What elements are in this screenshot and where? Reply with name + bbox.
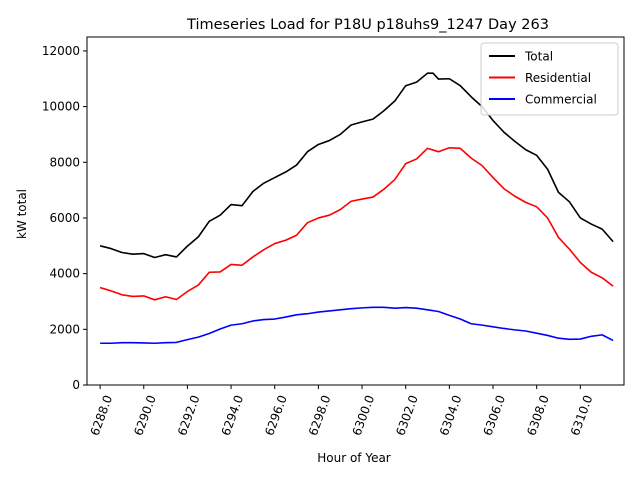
plot-frame [86, 36, 625, 386]
series-line-total [99, 72, 614, 259]
y-tick-label: 8000 [49, 155, 80, 169]
y-tick-label: 2000 [49, 322, 80, 336]
series-layer [99, 72, 614, 345]
chart-title: Timeseries Load for P18U p18uhs9_1247 Da… [186, 17, 549, 33]
y-tick-label: 0 [72, 378, 80, 392]
legend-label-residential: Residential [525, 71, 591, 85]
y-tick-label: 12000 [42, 44, 80, 58]
y-axis: 0 2000 4000 6000 8000 10000 12000 [42, 44, 87, 392]
series-line-commercial [100, 306, 614, 345]
legend: Total Residential Commercial [480, 42, 619, 116]
y-tick-label: 10000 [42, 100, 80, 114]
y-axis-label: kW total [15, 189, 29, 239]
y-tick-label: 4000 [49, 267, 80, 281]
legend-box [480, 42, 619, 116]
x-axis-label: Hour of Year [317, 451, 391, 465]
series-line-residential [99, 147, 614, 301]
legend-label-total: Total [524, 50, 553, 64]
y-tick-label: 6000 [49, 211, 80, 225]
legend-label-commercial: Commercial [525, 93, 597, 107]
